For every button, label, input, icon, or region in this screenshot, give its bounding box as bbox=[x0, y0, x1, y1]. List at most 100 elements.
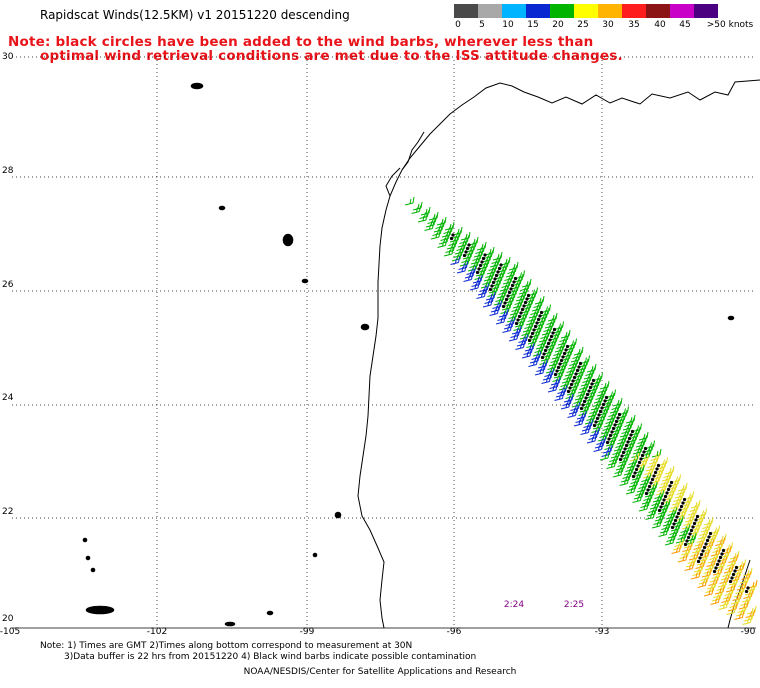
legend-label-30: 30 bbox=[602, 20, 614, 30]
island-12 bbox=[312, 552, 318, 558]
island-2 bbox=[282, 233, 294, 247]
wind-barbs bbox=[404, 196, 758, 625]
wind-barb-518 bbox=[645, 511, 655, 520]
wind-barb-448 bbox=[612, 468, 623, 478]
wind-barb-567 bbox=[671, 545, 681, 554]
legend-swatch-4 bbox=[550, 4, 574, 18]
legend-swatch-0 bbox=[454, 4, 478, 18]
wind-barb-152 bbox=[564, 341, 576, 352]
wind-barb-252 bbox=[521, 349, 532, 359]
wind-barb-336 bbox=[560, 400, 571, 410]
island-10 bbox=[90, 567, 96, 573]
island-5 bbox=[334, 511, 342, 519]
map-title: Rapidscat Winds(12.5KM) v1 20151220 desc… bbox=[40, 8, 350, 22]
legend-label-20: 20 bbox=[552, 20, 564, 30]
legend-swatch-7 bbox=[622, 4, 646, 18]
wind-barb-19 bbox=[449, 230, 461, 241]
wind-barb-0 bbox=[404, 196, 415, 206]
legend-label-10: 10 bbox=[502, 20, 514, 30]
lat-label-26: 26 bbox=[2, 280, 14, 290]
wind-barb-544 bbox=[658, 528, 668, 537]
legend-swatch-8 bbox=[646, 4, 670, 18]
lat-lon-grid bbox=[12, 56, 756, 629]
wind-barb-168 bbox=[482, 298, 493, 308]
island-13 bbox=[727, 315, 735, 321]
wind-barb-140 bbox=[469, 281, 480, 291]
wind-barb-322 bbox=[554, 392, 564, 401]
wind-barb-462 bbox=[619, 477, 629, 486]
wind-barb-475 bbox=[721, 542, 733, 553]
contamination-note-line-1: Note: black circles have been added to t… bbox=[8, 34, 594, 50]
island-3 bbox=[301, 278, 309, 284]
legend-label-50plus: >50 knots bbox=[706, 20, 754, 30]
lon-label-99: -99 bbox=[299, 627, 315, 637]
texas-bay-coast bbox=[385, 167, 401, 197]
island-7 bbox=[85, 605, 115, 615]
legend-labels: 0 5 10 15 20 25 30 35 40 45 >50 knots bbox=[454, 20, 753, 32]
island-6 bbox=[224, 621, 236, 627]
legend-swatch-6 bbox=[598, 4, 622, 18]
wind-barb-378 bbox=[580, 426, 590, 435]
footer-note-line-1: Note: 1) Times are GMT 2)Times along bot… bbox=[40, 641, 413, 651]
wind-barb-602 bbox=[697, 579, 707, 588]
island-8 bbox=[82, 537, 88, 543]
legend-swatch-10 bbox=[694, 4, 718, 18]
wind-barb-154 bbox=[476, 290, 486, 299]
wind-barb-355 bbox=[605, 434, 617, 445]
wind-barb-28 bbox=[417, 213, 428, 223]
wind-barb-264 bbox=[616, 409, 628, 420]
legend-label-40: 40 bbox=[654, 20, 666, 30]
wind-barb-609 bbox=[703, 587, 714, 597]
wind-barb-208 bbox=[590, 375, 602, 386]
legend-label-25: 25 bbox=[577, 20, 589, 30]
wind-barb-594 bbox=[690, 570, 701, 580]
legend-color-bar bbox=[454, 4, 718, 18]
lat-label-30: 30 bbox=[2, 52, 14, 62]
land-islands bbox=[82, 82, 735, 627]
wind-barb-294 bbox=[541, 375, 551, 384]
wind-barb-14 bbox=[411, 205, 421, 214]
wind-barb-70 bbox=[437, 239, 447, 248]
legend-label-35: 35 bbox=[628, 20, 640, 30]
wind-barb-280 bbox=[534, 366, 545, 376]
wind-barb-350 bbox=[567, 409, 577, 418]
island-4 bbox=[360, 323, 370, 331]
island-0 bbox=[190, 82, 204, 90]
footer-credit: NOAA/NESDIS/Center for Satellite Applica… bbox=[243, 667, 517, 677]
lon-label-90: -90 bbox=[740, 627, 756, 637]
wind-barb-434 bbox=[606, 460, 616, 469]
island-11 bbox=[266, 610, 274, 616]
wind-barb-182 bbox=[489, 307, 499, 316]
wind-barb-577 bbox=[677, 553, 688, 563]
lon-label-105: -105 bbox=[0, 627, 21, 637]
wind-barb-586 bbox=[684, 562, 694, 571]
wind-barb-238 bbox=[515, 341, 525, 350]
texas-barrier-coast bbox=[401, 131, 425, 171]
legend-label-15: 15 bbox=[527, 20, 539, 30]
legend-label-0: 0 bbox=[455, 20, 461, 30]
legend-label-5: 5 bbox=[479, 20, 485, 30]
footer-note-line-2: 3)Data buffer is 22 hrs from 20151220 4)… bbox=[64, 652, 477, 662]
lon-label-102: -102 bbox=[146, 627, 168, 637]
legend-swatch-1 bbox=[478, 4, 502, 18]
wind-barb-402 bbox=[665, 484, 677, 495]
wind-barb-96 bbox=[538, 307, 550, 318]
pass-time-2: 2:25 bbox=[563, 600, 585, 610]
pass-time-1: 2:24 bbox=[503, 600, 525, 610]
wind-barb-615 bbox=[710, 596, 720, 605]
lat-label-28: 28 bbox=[2, 166, 14, 176]
wind-barb-210 bbox=[502, 324, 512, 333]
wind-barb-406 bbox=[593, 443, 603, 452]
lat-label-24: 24 bbox=[2, 393, 14, 403]
lat-label-22: 22 bbox=[2, 507, 14, 517]
wind-barb-420 bbox=[599, 451, 610, 461]
wind-barb-112 bbox=[456, 264, 467, 274]
wind-barb-617 bbox=[726, 606, 736, 615]
wind-barb-126 bbox=[463, 273, 473, 282]
wind-barb-308 bbox=[547, 383, 558, 393]
wind-barb-619 bbox=[742, 616, 752, 625]
lon-label-96: -96 bbox=[446, 627, 462, 637]
legend-swatch-3 bbox=[526, 4, 550, 18]
lat-label-20: 20 bbox=[2, 614, 14, 624]
wind-barb-556 bbox=[664, 536, 675, 546]
